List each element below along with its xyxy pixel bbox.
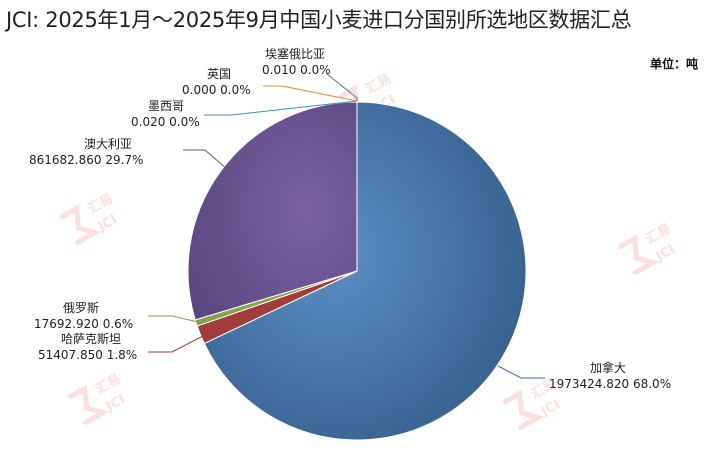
slice-label-value: 0.020 0.0% xyxy=(131,115,200,129)
slice-label-value: 17692.920 0.6% xyxy=(34,317,133,331)
leader-line xyxy=(183,149,229,171)
pie-slice xyxy=(203,101,527,441)
pie-slices xyxy=(187,101,527,441)
pie-slice xyxy=(187,101,358,321)
unit-label: 单位：吨 xyxy=(649,57,698,71)
slice-label-value: 0.000 0.0% xyxy=(182,83,251,97)
slice-label-name: 澳大利亚 xyxy=(84,137,132,151)
slice-label-name: 埃塞俄比亚 xyxy=(265,46,325,61)
slice-label-value: 861682.860 29.7% xyxy=(29,153,143,167)
slice-labels: 埃塞俄比亚 0.010 0.0% 加拿大 1973424.820 68.0% 哈萨克斯坦… xyxy=(29,46,671,391)
leader-line xyxy=(263,85,358,102)
leader-line xyxy=(204,100,358,116)
leader-line xyxy=(325,73,358,101)
leader-line xyxy=(497,365,545,379)
slice-label-name: 加拿大 xyxy=(590,360,626,375)
slice-label-name: 哈萨克斯坦 xyxy=(61,332,121,346)
slice-label-name: 墨西哥 xyxy=(148,99,184,113)
slice-label-name: 俄罗斯 xyxy=(63,301,99,315)
slice-label-name: 英国 xyxy=(207,67,231,81)
slice-label-value: 0.010 0.0% xyxy=(262,63,331,77)
chart-title: JCI: 2025年1月～2025年9月中国小麦进口分国别所选地区数据汇总 xyxy=(6,8,632,32)
leader-line xyxy=(148,335,204,353)
slice-label-value: 51407.850 1.8% xyxy=(38,348,137,362)
slice-label-value: 1973424.820 68.0% xyxy=(549,377,671,391)
leader-line xyxy=(148,315,199,323)
leader-lines xyxy=(148,73,545,379)
